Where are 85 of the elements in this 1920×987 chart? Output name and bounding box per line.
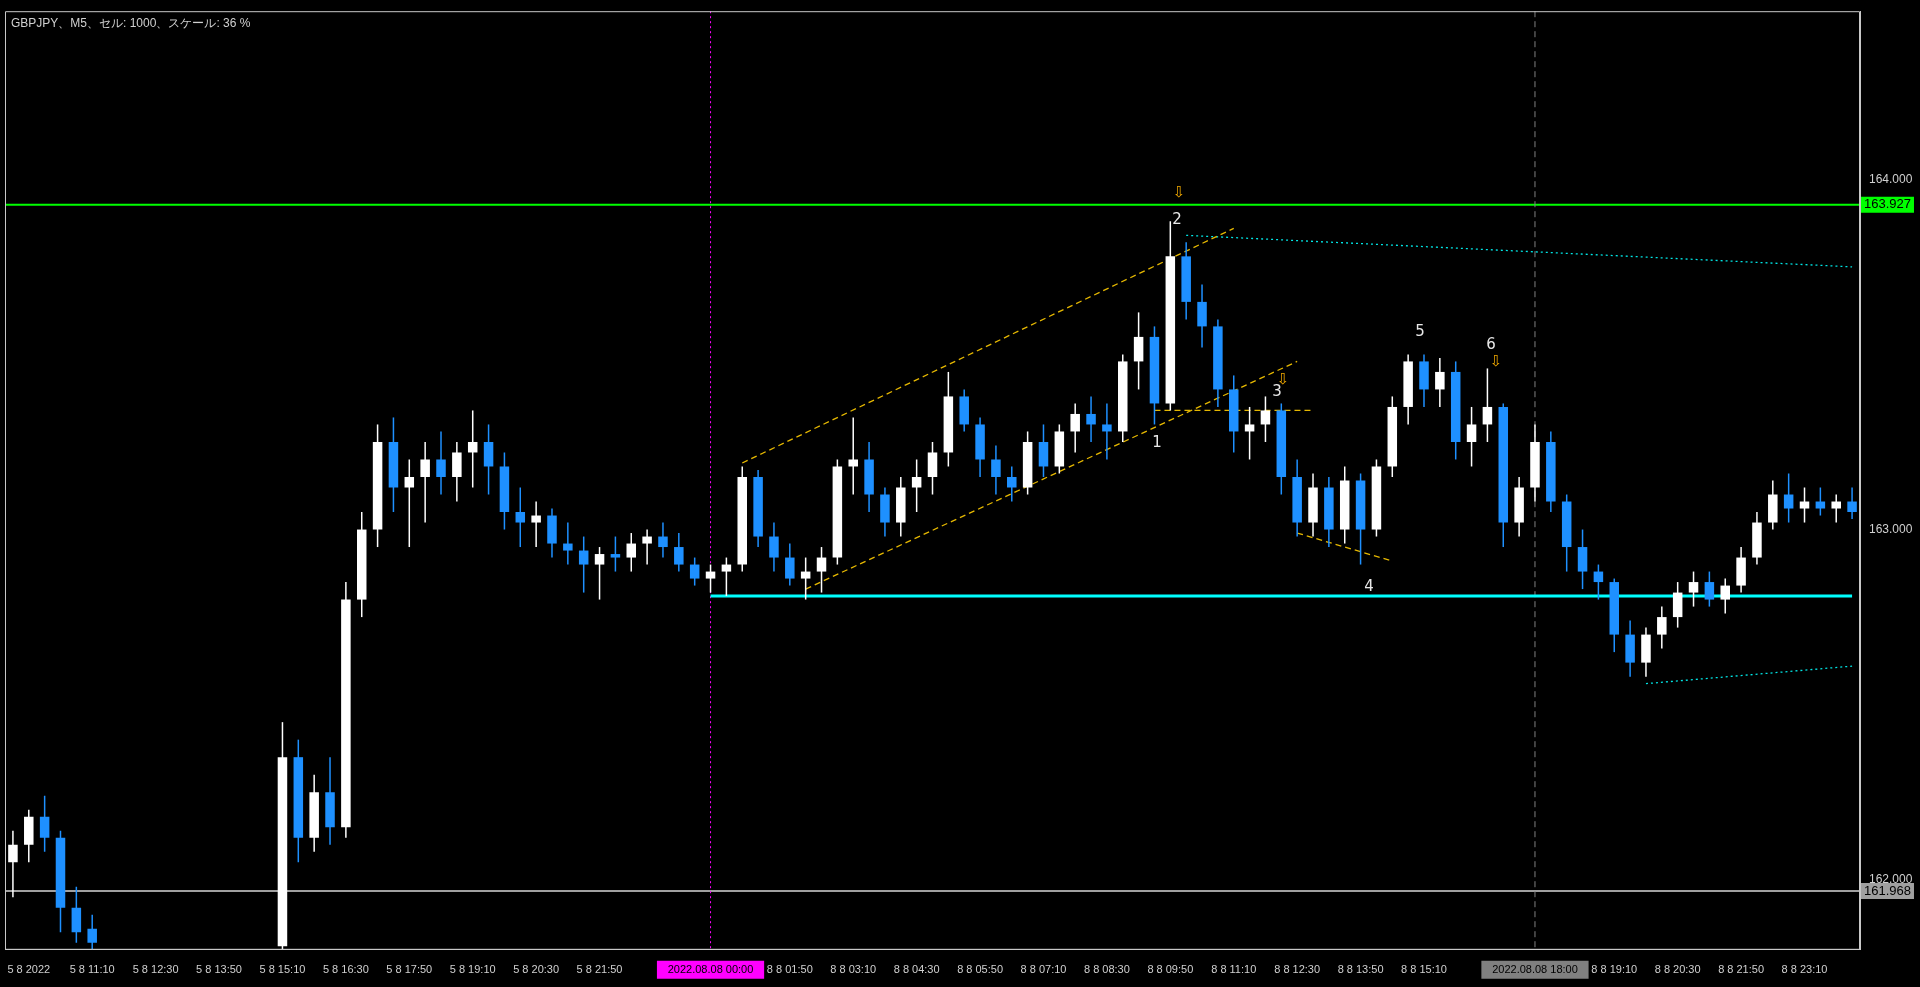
candlestick (1260, 395, 1271, 443)
candlestick (1783, 472, 1794, 524)
x-tick-label: 5 8 17:50 (386, 963, 433, 976)
candlestick (1657, 605, 1667, 650)
x-tick-label: 5 8 12:30 (132, 963, 179, 976)
candlestick (1466, 406, 1477, 468)
y-tick-label: 164.000 (1869, 171, 1913, 186)
annotation: 4 (1364, 576, 1374, 595)
x-tick-label: 8 8 01:50 (766, 963, 813, 976)
candlestick (674, 532, 684, 573)
x-tick-label: 8 8 12:30 (1274, 963, 1321, 976)
candlestick (1704, 570, 1715, 608)
candlestick (404, 458, 415, 548)
candlestick (1070, 402, 1080, 454)
x-tick-label: 5 8 11:10 (69, 963, 115, 976)
candlestick (800, 556, 811, 601)
candlestick (642, 528, 652, 566)
x-tick-label: 8 8 19:10 (1591, 963, 1638, 976)
x-tick-label: 8 8 11:10 (1211, 963, 1257, 976)
candlestick (1244, 406, 1255, 461)
x-tick-label: 8 8 21:50 (1718, 963, 1765, 976)
candlestick (8, 829, 18, 899)
candlestick (594, 546, 605, 601)
x-tick-label: 8 8 05:50 (957, 963, 1003, 976)
x-tick-label: 5 8 21:50 (576, 963, 623, 976)
annotation: 2 (1172, 209, 1182, 228)
x-tick-label: 8 8 20:30 (1654, 963, 1701, 976)
x-tick-label: 8 8 08:30 (1083, 963, 1130, 976)
candlestick (1815, 486, 1826, 517)
candlestick (1086, 395, 1096, 443)
candlestick (911, 458, 922, 513)
x-tick-label: 8 8 13:50 (1337, 963, 1384, 976)
candlestick (769, 521, 779, 573)
x-tick-label: 5 8 20:30 (513, 963, 560, 976)
candlestick (1482, 367, 1493, 443)
x-tick-label: 8 8 03:10 (830, 963, 877, 976)
candlestick (1799, 486, 1810, 524)
x-tick-label: 5 8 16:30 (322, 963, 369, 976)
candlestick (816, 546, 827, 594)
candlestick (39, 794, 50, 853)
x-tick-label: 2022.08.08 00:00 (667, 963, 754, 976)
candlestick (420, 441, 430, 524)
candlestick (1593, 563, 1604, 601)
candlestick (848, 416, 858, 496)
candlestick (1007, 465, 1017, 503)
annotation: 1 (1152, 432, 1162, 451)
x-tick-label: 8 8 07:10 (1020, 963, 1067, 976)
candlestick (1102, 402, 1112, 461)
candlestick (467, 409, 478, 489)
x-tick-label: 5 8 15:10 (259, 963, 306, 976)
ref-line-label: 163.927 (1864, 196, 1911, 212)
x-tick-label: 5 8 19:10 (449, 963, 496, 976)
x-tick-label: 2022.08.08 18:00 (1492, 963, 1578, 976)
candlestick (991, 444, 1001, 496)
candlestick (578, 535, 589, 594)
candlestick (610, 535, 621, 573)
candlestick (705, 563, 716, 594)
x-tick-label: 5 8 2022 (7, 963, 51, 976)
candlestick (721, 556, 732, 597)
candlestick (87, 914, 97, 950)
candlestick (1847, 486, 1857, 520)
annotation: ⇩ (1489, 351, 1503, 370)
candlestick (515, 486, 526, 548)
candlestick (1688, 570, 1699, 608)
candlestick (658, 521, 668, 559)
candlestick (689, 556, 700, 587)
x-tick-label: 8 8 15:10 (1401, 963, 1447, 976)
candlestick (785, 542, 795, 587)
annotation: ⇩ (1172, 182, 1186, 201)
candlestick (436, 430, 446, 496)
candlestick (626, 532, 637, 573)
x-tick-label: 5 8 13:50 (196, 963, 242, 976)
y-tick-label: 163.000 (1869, 521, 1913, 536)
candlestick (531, 500, 541, 548)
x-tick-label: 8 8 09:50 (1147, 963, 1194, 976)
candlestick (563, 521, 573, 566)
x-tick-label: 8 8 04:30 (893, 963, 940, 976)
chart-title: GBPJPY、M5、セル: 1000、スケール: 36 % (11, 15, 251, 30)
x-tick-label: 8 8 23:10 (1781, 963, 1828, 976)
annotation: 6 (1486, 334, 1496, 353)
annotation: 5 (1415, 321, 1425, 340)
candlestick (1435, 357, 1445, 408)
ref-line-label: 161.968 (1864, 882, 1911, 898)
candlestick (1720, 577, 1730, 615)
candlestick (1831, 493, 1841, 524)
